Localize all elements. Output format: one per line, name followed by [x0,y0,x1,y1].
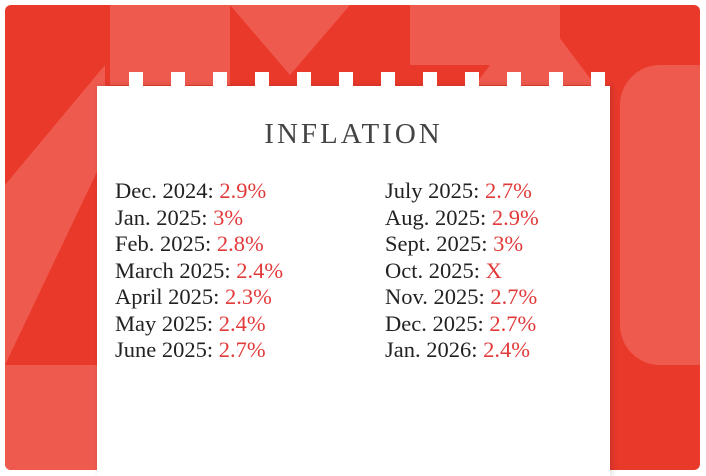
background-shape [620,65,700,365]
list-item: Jan. 2025: 3% [115,204,244,230]
paper-tab [549,72,563,86]
title: INFLATION [264,118,443,150]
paper-tab [129,72,143,86]
paper-tab [423,72,437,86]
notepad-paper: INFLATION Dec. 2024: 2.9% Jan. 2025: 3% … [97,72,610,476]
list-item: July 2025: 2.7% [385,178,532,203]
right-column: July 2025: 2.7% Aug. 2025: 2.9% Sept. 20… [385,178,539,364]
background-shape [5,365,100,470]
list-item: Dec. 2025: 2.7% [385,310,537,336]
list-item: Dec. 2024: 2.9% [115,178,267,203]
list-item: Oct. 2025: X [385,257,502,283]
left-column: Dec. 2024: 2.9% Jan. 2025: 3% Feb. 2025:… [115,178,283,364]
paper-tab [255,72,269,86]
paper-tab [339,72,353,86]
paper-tab [381,72,395,86]
list-item: June 2025: 2.7% [115,337,266,362]
paper-tab [213,72,227,86]
list-item: Nov. 2025: 2.7% [385,284,538,309]
background-shape [110,5,230,85]
list-item: Jan. 2026: 2.4% [385,337,530,362]
list-item: Sept. 2025: 3% [385,231,524,256]
paper-tab [465,72,479,86]
list-item: Aug. 2025: 2.9% [385,204,539,230]
list-item: March 2025: 2.4% [115,257,284,283]
list-item: May 2025: 2.4% [115,310,266,336]
list-item: April 2025: 2.3% [115,284,272,309]
paper-tab [507,72,521,86]
paper-tab [171,72,185,86]
paper-tab [297,72,311,86]
list-item: Feb. 2025: 2.8% [115,231,264,256]
paper-tab [591,72,605,86]
background-shape [5,65,105,365]
background-shape [230,5,350,75]
